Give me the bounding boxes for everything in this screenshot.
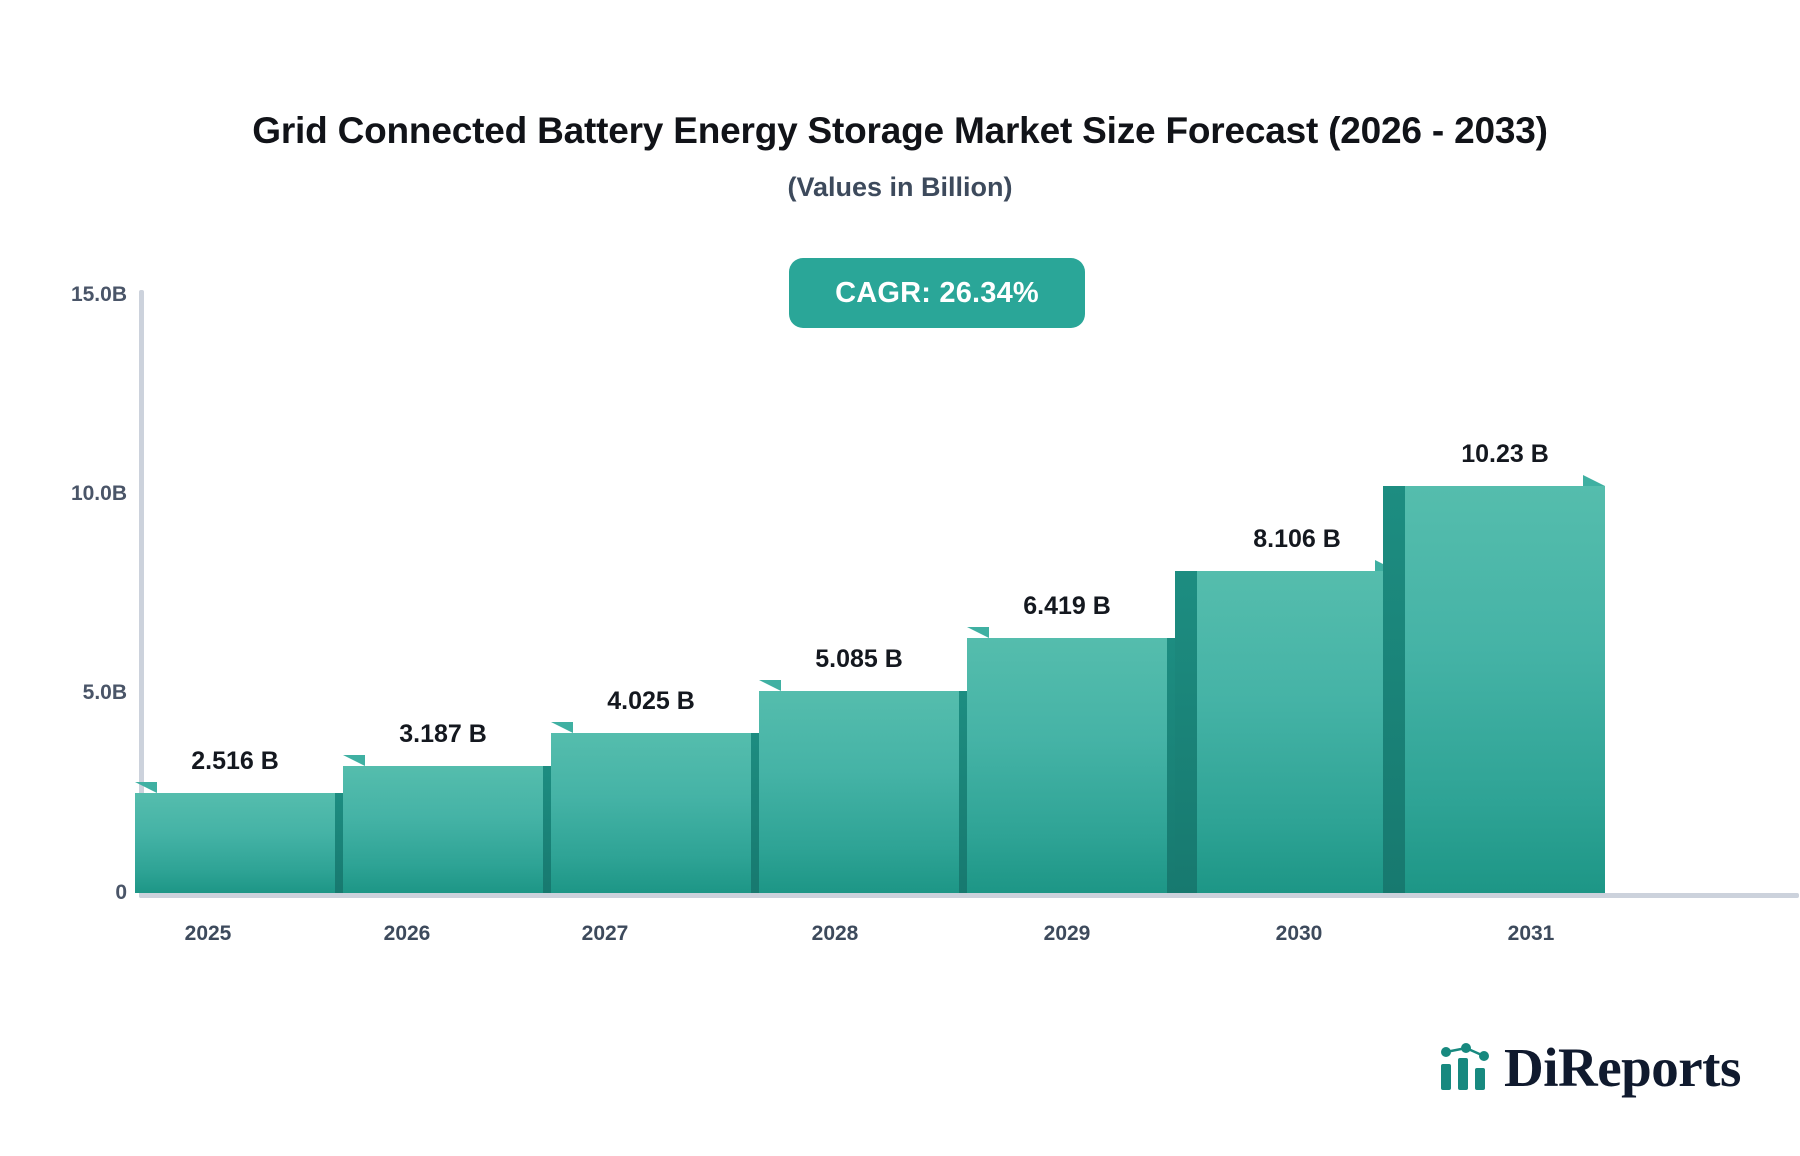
bar-value-label: 4.025 B: [607, 687, 695, 715]
bar-top-face: [343, 755, 365, 766]
x-axis-tick-label-2026: 2026: [383, 922, 431, 945]
bar-2029[interactable]: 6.419 B: [967, 592, 1189, 893]
direports-logo: DiReports: [1438, 1040, 1741, 1095]
y-axis-tick-label: 0: [115, 881, 127, 904]
x-axis-line: [139, 893, 1799, 898]
y-axis-line: [139, 290, 144, 898]
chart-subtitle: (Values in Billion): [787, 172, 1013, 202]
bar-value-label: 10.23 B: [1461, 440, 1549, 468]
bar-value-label: 8.106 B: [1253, 525, 1341, 553]
y-axis-tick-label: 15.0B: [70, 283, 127, 306]
y-axis-tick-label: 5.0B: [82, 681, 127, 704]
bar-value-label: 6.419 B: [1023, 592, 1111, 620]
bar-value-label: 3.187 B: [399, 720, 487, 748]
x-axis-tick-label-2025: 2025: [184, 922, 232, 945]
bar-2026[interactable]: 3.187 B: [343, 720, 565, 893]
bar-front-face: [967, 638, 1167, 893]
x-axis-tick-label-2028: 2028: [811, 922, 859, 945]
logo-wordmark: DiReports: [1504, 1037, 1741, 1098]
bar-2027[interactable]: 4.025 B: [551, 687, 773, 893]
bar-side-face: [1175, 571, 1197, 893]
plot-area: 15.0B 10.0B 5.0B 0 2.516 B 3.187 B 4.025…: [71, 283, 1799, 945]
bar-top-face: [967, 627, 989, 638]
bar-front-face: [1405, 486, 1605, 893]
bar-front-face: [135, 793, 335, 893]
bar-top-face: [551, 722, 573, 733]
bar-value-label: 2.516 B: [191, 747, 279, 775]
bar-front-face: [1197, 571, 1397, 893]
bar-2030[interactable]: 8.106 B: [1175, 525, 1397, 893]
x-axis-tick-label-2029: 2029: [1043, 922, 1091, 945]
bar-front-face: [551, 733, 751, 893]
bar-top-face: [135, 782, 157, 793]
x-axis-tick-label-2030: 2030: [1275, 922, 1323, 945]
bar-value-label: 5.085 B: [815, 645, 903, 673]
bar-front-face: [343, 766, 543, 893]
y-axis-tick-label: 10.0B: [70, 482, 127, 505]
bar-2028[interactable]: 5.085 B: [759, 645, 981, 893]
bar-chart-dots-icon: [1441, 1042, 1489, 1090]
bar-2031[interactable]: 10.23 B: [1383, 440, 1605, 893]
bar-2025[interactable]: 2.516 B: [135, 747, 357, 893]
x-axis-tick-label-2027: 2027: [581, 922, 629, 945]
bar-top-face: [759, 680, 781, 691]
bar-top-face: [1583, 475, 1605, 486]
bar-side-face: [1383, 486, 1405, 893]
cagr-badge: CAGR: 26.34%: [789, 258, 1085, 328]
bar-front-face: [759, 691, 959, 893]
chart-title: Grid Connected Battery Energy Storage Ma…: [252, 110, 1548, 151]
x-axis-tick-label-2031: 2031: [1507, 922, 1555, 945]
